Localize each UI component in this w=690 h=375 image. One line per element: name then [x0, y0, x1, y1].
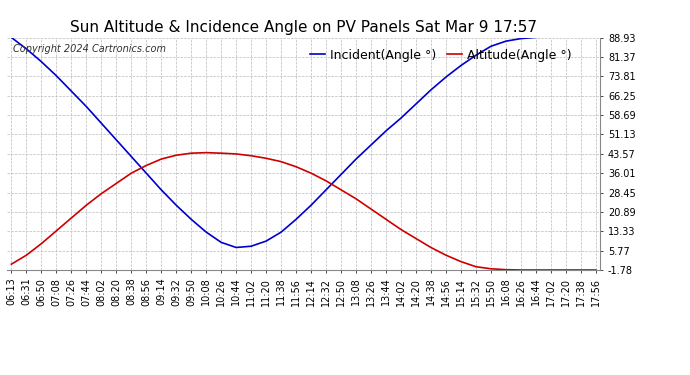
- Title: Sun Altitude & Incidence Angle on PV Panels Sat Mar 9 17:57: Sun Altitude & Incidence Angle on PV Pan…: [70, 20, 537, 35]
- Text: Copyright 2024 Cartronics.com: Copyright 2024 Cartronics.com: [13, 45, 166, 54]
- Legend: Incident(Angle °), Altitude(Angle °): Incident(Angle °), Altitude(Angle °): [306, 44, 576, 67]
